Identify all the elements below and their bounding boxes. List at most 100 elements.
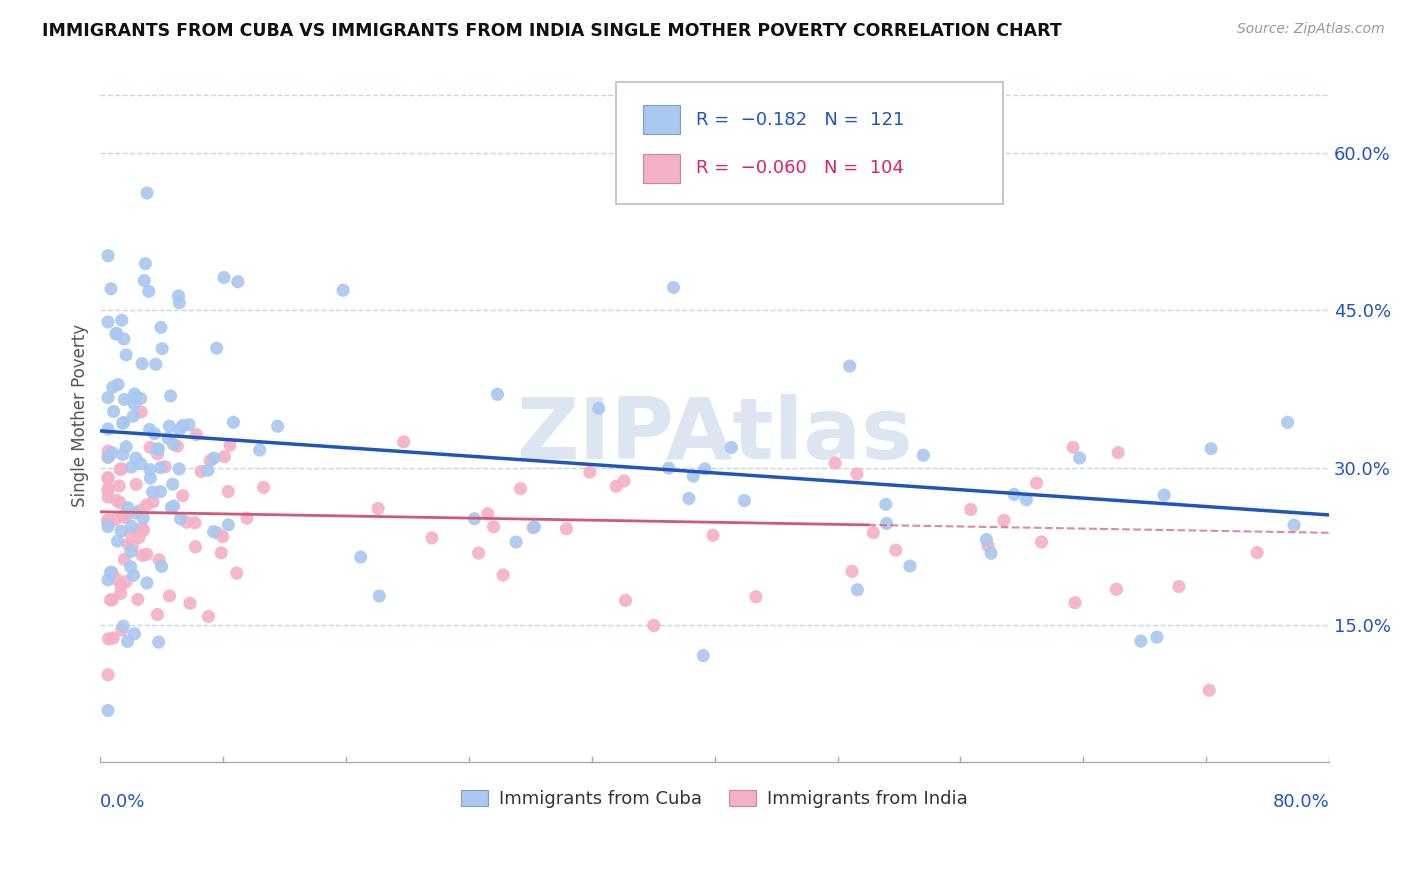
Point	[97, 471, 120, 485]
Point	[149, 320, 172, 334]
Point	[97, 472, 120, 486]
Point	[112, 508, 135, 523]
Point	[149, 460, 172, 475]
Point	[124, 627, 146, 641]
Point	[112, 392, 135, 407]
Legend: Immigrants from Cuba, Immigrants from India: Immigrants from Cuba, Immigrants from In…	[454, 782, 976, 815]
Point	[841, 564, 863, 578]
Point	[129, 405, 152, 419]
Bar	[644, 105, 681, 135]
Point	[153, 459, 176, 474]
Point	[111, 623, 134, 637]
Point	[115, 348, 138, 362]
Point	[884, 543, 907, 558]
Point	[117, 634, 139, 648]
Point	[1105, 582, 1128, 597]
Point	[121, 539, 143, 553]
Point	[128, 504, 150, 518]
Point	[110, 586, 132, 600]
Point	[114, 510, 136, 524]
Point	[1107, 445, 1129, 459]
Point	[167, 289, 190, 303]
Point	[605, 479, 627, 493]
Point	[129, 457, 152, 471]
Point	[97, 450, 120, 465]
Point	[97, 490, 120, 504]
Point	[477, 507, 499, 521]
Point	[200, 453, 222, 467]
Text: 80.0%: 80.0%	[1272, 793, 1329, 811]
Point	[121, 460, 143, 475]
Point	[176, 515, 198, 529]
Point	[97, 667, 120, 681]
Point	[107, 534, 129, 549]
Point	[1146, 630, 1168, 644]
Point	[522, 521, 544, 535]
Point	[172, 418, 194, 433]
Point	[146, 447, 169, 461]
Point	[97, 315, 120, 329]
Point	[122, 568, 145, 582]
Point	[149, 484, 172, 499]
Y-axis label: Single Mother Poverty: Single Mother Poverty	[72, 324, 89, 507]
Point	[131, 521, 153, 535]
Point	[463, 512, 485, 526]
Point	[115, 440, 138, 454]
Point	[205, 525, 228, 540]
Point	[212, 270, 235, 285]
Point	[124, 391, 146, 405]
Point	[97, 573, 120, 587]
Point	[159, 589, 181, 603]
Point	[162, 437, 184, 451]
FancyBboxPatch shape	[616, 82, 1004, 203]
Point	[658, 461, 681, 475]
Point	[467, 546, 489, 560]
Point	[177, 417, 200, 432]
Point	[184, 516, 207, 530]
Point	[97, 514, 120, 528]
Point	[101, 446, 124, 460]
Point	[120, 544, 142, 558]
Point	[157, 432, 180, 446]
Point	[105, 327, 128, 342]
Point	[249, 443, 271, 458]
Point	[980, 546, 1002, 560]
Point	[97, 482, 120, 496]
Text: ZIPAtlas: ZIPAtlas	[516, 394, 912, 477]
Text: IMMIGRANTS FROM CUBA VS IMMIGRANTS FROM INDIA SINGLE MOTHER POVERTY CORRELATION : IMMIGRANTS FROM CUBA VS IMMIGRANTS FROM …	[42, 22, 1062, 40]
Point	[97, 391, 120, 405]
Point	[107, 377, 129, 392]
Point	[117, 537, 139, 551]
Point	[108, 495, 131, 509]
Point	[167, 462, 190, 476]
Point	[157, 419, 180, 434]
Point	[420, 531, 443, 545]
Point	[141, 485, 163, 500]
Point	[120, 525, 142, 540]
Point	[1031, 535, 1053, 549]
Point	[128, 531, 150, 545]
Point	[222, 415, 245, 429]
Point	[110, 579, 132, 593]
Point	[898, 559, 921, 574]
Point	[129, 392, 152, 406]
Point	[97, 514, 120, 528]
Point	[146, 442, 169, 457]
Point	[219, 438, 242, 452]
Point	[876, 516, 898, 531]
Point	[135, 498, 157, 512]
Text: Source: ZipAtlas.com: Source: ZipAtlas.com	[1237, 22, 1385, 37]
Point	[150, 559, 173, 574]
Point	[172, 489, 194, 503]
Point	[1025, 476, 1047, 491]
Point	[150, 342, 173, 356]
Point	[368, 589, 391, 603]
Point	[111, 447, 134, 461]
Point	[131, 357, 153, 371]
Point	[111, 313, 134, 327]
Point	[105, 326, 128, 341]
Point	[202, 451, 225, 466]
Point	[124, 387, 146, 401]
Point	[1002, 487, 1025, 501]
Point	[117, 500, 139, 515]
